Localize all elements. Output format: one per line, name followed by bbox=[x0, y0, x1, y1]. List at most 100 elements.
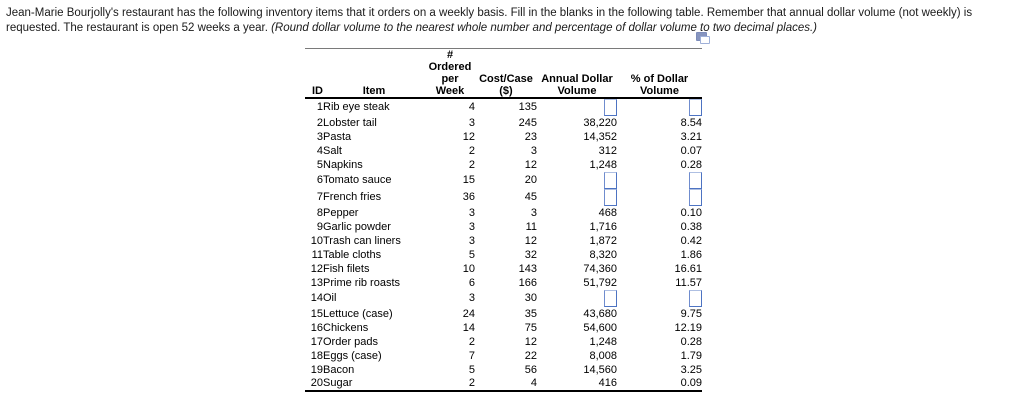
annual-volume-input[interactable] bbox=[604, 99, 617, 116]
row-id: 6 bbox=[316, 174, 323, 186]
table-row: 14 Oil 3 30 bbox=[305, 290, 702, 307]
ordered-per-week-value: 12 bbox=[462, 130, 475, 143]
ordered-per-week-value: 10 bbox=[462, 262, 475, 275]
table-row: 13 Prime rib roasts 6 166 51,792 11.57 bbox=[305, 276, 702, 290]
ordered-per-week-value: 3 bbox=[468, 234, 475, 247]
cost-per-case-value: 56 bbox=[524, 363, 537, 376]
annual-dollar-volume-value bbox=[537, 189, 617, 206]
cost-per-case-value: 75 bbox=[524, 321, 537, 334]
cost-per-case-value: 143 bbox=[518, 262, 537, 275]
table-row: 20 Sugar 2 4 416 0.09 bbox=[305, 377, 702, 392]
ordered-per-week-value: 5 bbox=[468, 363, 475, 376]
row-id: 11 bbox=[311, 248, 323, 261]
pct-dollar-volume-value: 0.28 bbox=[680, 158, 702, 171]
copy-icon-front-square bbox=[700, 36, 710, 44]
table-row: 8 Pepper 3 3 468 0.10 bbox=[305, 206, 702, 220]
cost-per-case-value: 30 bbox=[524, 292, 537, 304]
row-id: 17 bbox=[310, 335, 323, 348]
ordered-per-week-value: 2 bbox=[468, 144, 475, 157]
pct-dollar-volume-value: 0.42 bbox=[680, 234, 702, 247]
item-name: Oil bbox=[323, 292, 337, 304]
pct-volume-input[interactable] bbox=[689, 290, 702, 307]
pct-dollar-volume-value: 16.61 bbox=[674, 262, 702, 275]
table-row: 5 Napkins 2 12 1,248 0.28 bbox=[305, 158, 702, 172]
item-name: Fish filets bbox=[323, 262, 370, 275]
ordered-per-week-value: 3 bbox=[468, 116, 475, 129]
table-body: 1 Rib eye steak 4 135 2 Lobster tail 3 2… bbox=[305, 98, 702, 392]
annual-dollar-volume-value: 416 bbox=[537, 377, 617, 392]
annual-volume-input[interactable] bbox=[604, 290, 617, 307]
pct-dollar-volume-value: 3.21 bbox=[680, 130, 702, 143]
item-name: Rib eye steak bbox=[323, 101, 390, 113]
item-name: Garlic powder bbox=[323, 220, 391, 233]
cost-per-case-value: 35 bbox=[524, 307, 537, 320]
table-row: 18 Eggs (case) 7 22 8,008 1.79 bbox=[305, 349, 702, 363]
header-id: ID bbox=[312, 85, 323, 97]
row-id: 18 bbox=[310, 349, 323, 362]
annual-dollar-volume-value: 38,220 bbox=[583, 116, 617, 129]
cost-per-case-value: 3 bbox=[530, 144, 537, 157]
row-id: 2 bbox=[316, 116, 323, 129]
row-id: 9 bbox=[316, 220, 323, 233]
annual-dollar-volume-value: 1,872 bbox=[589, 234, 617, 247]
ordered-per-week-value: 2 bbox=[468, 158, 475, 171]
pct-dollar-volume-value: 0.10 bbox=[680, 206, 702, 219]
cost-per-case-value: 12 bbox=[524, 335, 537, 348]
row-id: 8 bbox=[316, 206, 323, 219]
annual-dollar-volume-value: 14,352 bbox=[583, 130, 617, 143]
row-id: 10 bbox=[310, 234, 323, 247]
cost-per-case-value: 245 bbox=[518, 116, 537, 129]
pct-volume-input[interactable] bbox=[689, 172, 702, 189]
annual-dollar-volume-value: 54,600 bbox=[583, 321, 617, 334]
table-row: 16 Chickens 14 75 54,600 12.19 bbox=[305, 321, 702, 335]
pct-dollar-volume-value: 0.09 bbox=[617, 377, 702, 392]
table-row: 10 Trash can liners 3 12 1,872 0.42 bbox=[305, 234, 702, 248]
table-row: 6 Tomato sauce 15 20 bbox=[305, 172, 702, 189]
ordered-per-week-value: 24 bbox=[462, 307, 475, 320]
table-toolbar bbox=[305, 32, 711, 48]
pct-dollar-volume-value: 3.25 bbox=[680, 363, 702, 376]
copy-icon[interactable] bbox=[696, 32, 711, 45]
inventory-table: ID Item # Ordered per Week Cost/Case ($) A… bbox=[305, 48, 702, 392]
item-name: Bacon bbox=[323, 363, 355, 376]
pct-volume-input[interactable] bbox=[689, 99, 702, 116]
item-name: French fries bbox=[323, 191, 382, 203]
item-name: Table cloths bbox=[323, 248, 382, 261]
problem-statement: Jean-Marie Bourjolly's restaurant has th… bbox=[6, 6, 1018, 36]
cost-per-case-value: 12 bbox=[524, 234, 537, 247]
pct-volume-input[interactable] bbox=[689, 189, 702, 206]
pct-dollar-volume-value: 0.28 bbox=[680, 335, 702, 348]
cost-per-case-value: 20 bbox=[524, 174, 537, 186]
item-name: Order pads bbox=[323, 335, 379, 348]
item-name: Lobster tail bbox=[323, 116, 377, 129]
row-id: 19 bbox=[310, 363, 323, 376]
row-id: 16 bbox=[310, 321, 323, 334]
header-annual-dollar-volume: Annual Dollar Volume bbox=[541, 73, 613, 97]
row-id: 20 bbox=[305, 377, 323, 392]
annual-dollar-volume-value bbox=[537, 172, 617, 189]
item-name: Salt bbox=[323, 144, 342, 157]
annual-volume-input[interactable] bbox=[604, 172, 617, 189]
table-row: 3 Pasta 12 23 14,352 3.21 bbox=[305, 130, 702, 144]
ordered-per-week-value: 7 bbox=[468, 349, 475, 362]
ordered-per-week-value: 4 bbox=[468, 101, 475, 113]
annual-dollar-volume-value: 1,248 bbox=[589, 335, 617, 348]
header-pct-dollar-volume: % of Dollar Volume bbox=[630, 73, 689, 97]
annual-dollar-volume-value: 468 bbox=[598, 206, 617, 219]
annual-dollar-volume-value: 14,560 bbox=[583, 363, 617, 376]
annual-volume-input[interactable] bbox=[604, 189, 617, 206]
item-name: Trash can liners bbox=[323, 234, 401, 247]
table-row: 1 Rib eye steak 4 135 bbox=[305, 98, 702, 116]
item-name: Sugar bbox=[323, 377, 425, 392]
pct-dollar-volume-value: 1.86 bbox=[680, 248, 702, 261]
table-header: ID Item # Ordered per Week Cost/Case ($) A… bbox=[305, 48, 702, 98]
ordered-per-week-value: 3 bbox=[468, 292, 475, 304]
item-name: Napkins bbox=[323, 158, 363, 171]
annual-dollar-volume-value bbox=[537, 98, 617, 116]
annual-dollar-volume-value: 8,320 bbox=[589, 248, 617, 261]
table-row: 19 Bacon 5 56 14,560 3.25 bbox=[305, 363, 702, 377]
cost-per-case-value: 135 bbox=[518, 101, 537, 113]
ordered-per-week-value: 5 bbox=[468, 248, 475, 261]
item-name: Pepper bbox=[323, 206, 359, 219]
row-id: 13 bbox=[310, 276, 323, 289]
